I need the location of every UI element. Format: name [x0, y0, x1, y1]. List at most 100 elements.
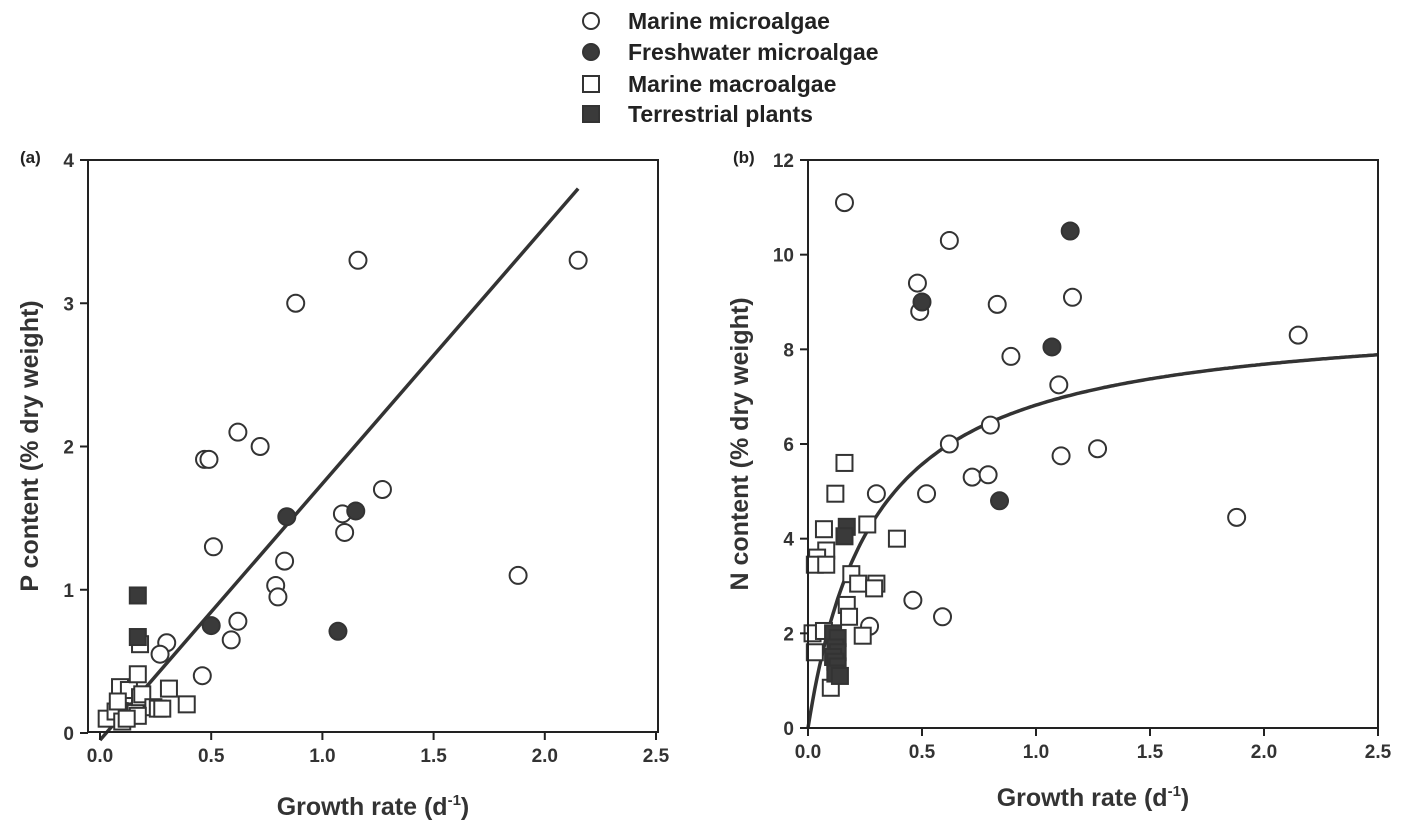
x-tick-label: 2.5: [643, 746, 670, 767]
x-tick-label: 2.0: [1251, 742, 1277, 763]
y-tick-label: 10: [773, 246, 794, 267]
x-tick-label: 0.0: [87, 746, 113, 767]
panel-label: (b): [733, 148, 755, 167]
y-tick-label: 3: [63, 294, 74, 315]
legend-marker-open-circle: [582, 12, 600, 30]
x-axis-title-end: ): [461, 793, 469, 821]
panel-label: (a): [20, 148, 41, 167]
x-axis-title: Growth rate (d-1): [997, 783, 1190, 812]
point-marine-macroalgae: [177, 695, 196, 714]
x-tick-label: 1.0: [309, 746, 335, 767]
point-marine-microalgae: [275, 551, 295, 571]
point-marine-macroalgae: [835, 453, 854, 472]
point-marine-microalgae: [939, 230, 959, 250]
legend-label: Marine macroalgae: [628, 71, 836, 97]
x-tick-label: 2.0: [532, 746, 558, 767]
point-freshwater-microalgae: [346, 501, 366, 521]
point-marine-microalgae: [228, 422, 248, 442]
point-marine-microalgae: [1088, 439, 1108, 459]
legend-label: Marine microalgae: [628, 8, 830, 34]
point-marine-macroalgae: [840, 607, 859, 626]
legend-item-freshwater-microalgae: Freshwater microalgae: [582, 39, 879, 65]
point-marine-microalgae: [1049, 375, 1069, 395]
x-tick-label: 1.5: [420, 746, 447, 767]
point-marine-microalgae: [199, 449, 219, 469]
y-tick-label: 0: [783, 719, 794, 740]
point-marine-microalgae: [372, 479, 392, 499]
point-marine-microalgae: [221, 630, 241, 650]
y-axis-title: P content (% dry weight): [16, 300, 44, 591]
x-tick-label: 2.5: [1365, 742, 1392, 763]
y-tick-label: 12: [773, 151, 794, 172]
chart-panel-b: (b) 0.0 0.5 1.0 1.5 2.0 2.5 0 2 4 6 8 10 12 N conten…: [726, 148, 1392, 812]
point-marine-macroalgae: [849, 574, 868, 593]
y-tick-label: 2: [783, 624, 794, 645]
point-marine-microalgae: [978, 465, 998, 485]
point-marine-microalgae: [939, 434, 959, 454]
point-marine-macroalgae: [117, 709, 136, 728]
point-marine-macroalgae: [153, 699, 172, 718]
point-marine-macroalgae: [159, 679, 178, 698]
x-axis-title-superscript: -1: [1168, 783, 1181, 800]
x-axis-title-superscript: -1: [448, 792, 461, 809]
point-marine-macroalgae: [817, 555, 836, 574]
point-marine-macroalgae: [858, 515, 877, 534]
x-tick-label: 0.0: [795, 742, 821, 763]
point-terrestrial-plants: [128, 628, 147, 647]
point-freshwater-microalgae: [1042, 337, 1062, 357]
point-marine-microalgae: [348, 250, 368, 270]
x-tick-label: 0.5: [909, 742, 936, 763]
y-tick-label: 4: [63, 151, 74, 172]
axis-layer: 0.0 0.5 1.0 1.5 2.0 2.5 0 2 4 6 8 10 12: [773, 151, 1392, 763]
legend: Marine microalgae Freshwater microalgae …: [582, 8, 879, 127]
fit-line: [98, 187, 580, 742]
point-marine-microalgae: [286, 293, 306, 313]
point-marine-microalgae: [917, 484, 937, 504]
point-marine-microalgae: [962, 467, 982, 487]
point-terrestrial-plants: [128, 586, 147, 605]
x-axis-title-main: Growth rate (d: [277, 793, 448, 821]
y-axis-title: N content (% dry weight): [726, 297, 754, 590]
fit-curve: [806, 353, 1379, 729]
point-marine-microalgae: [203, 537, 223, 557]
x-tick-label: 1.5: [1137, 742, 1164, 763]
legend-item-terrestrial-plants: Terrestrial plants: [582, 101, 813, 127]
point-marine-macroalgae: [853, 626, 872, 645]
chart-panel-a: (a) 0.0 0.5 1.0 1.5 2.0 2.5 0 1 2 3 4 P content (%…: [16, 148, 670, 821]
legend-marker-open-square: [582, 75, 600, 93]
legend-item-marine-microalgae: Marine microalgae: [582, 8, 830, 34]
point-marine-macroalgae: [108, 692, 127, 711]
point-terrestrial-plants: [830, 666, 849, 685]
point-marine-macroalgae: [887, 529, 906, 548]
point-marine-macroalgae: [814, 520, 833, 539]
point-marine-microalgae: [834, 193, 854, 213]
point-marine-macroalgae: [128, 665, 147, 684]
x-tick-label: 1.0: [1023, 742, 1049, 763]
axis-layer: 0.0 0.5 1.0 1.5 2.0 2.5 0 1 2 3 4: [63, 151, 669, 767]
point-freshwater-microalgae: [201, 616, 221, 636]
fit-layer: [98, 187, 580, 742]
point-marine-microalgae: [907, 273, 927, 293]
point-freshwater-microalgae: [328, 621, 348, 641]
legend-item-marine-macroalgae: Marine macroalgae: [582, 71, 836, 97]
y-tick-label: 0: [63, 724, 74, 745]
point-marine-microalgae: [1001, 346, 1021, 366]
x-tick-label: 0.5: [198, 746, 225, 767]
point-marine-microalgae: [335, 522, 355, 542]
x-axis-title-end: ): [1181, 784, 1189, 812]
x-axis-title: Growth rate (d-1): [277, 792, 470, 821]
legend-label: Freshwater microalgae: [628, 39, 879, 65]
x-axis-title-main: Growth rate (d: [997, 784, 1168, 812]
y-tick-label: 6: [783, 435, 794, 456]
point-marine-macroalgae: [865, 579, 884, 598]
legend-label: Terrestrial plants: [628, 101, 813, 127]
point-marine-microalgae: [903, 590, 923, 610]
point-freshwater-microalgae: [277, 507, 297, 527]
point-freshwater-microalgae: [1060, 221, 1080, 241]
y-tick-label: 4: [783, 530, 794, 551]
point-marine-microalgae: [987, 294, 1007, 314]
point-marine-microalgae: [268, 587, 288, 607]
point-marine-microalgae: [508, 565, 528, 585]
y-tick-label: 1: [63, 581, 74, 602]
